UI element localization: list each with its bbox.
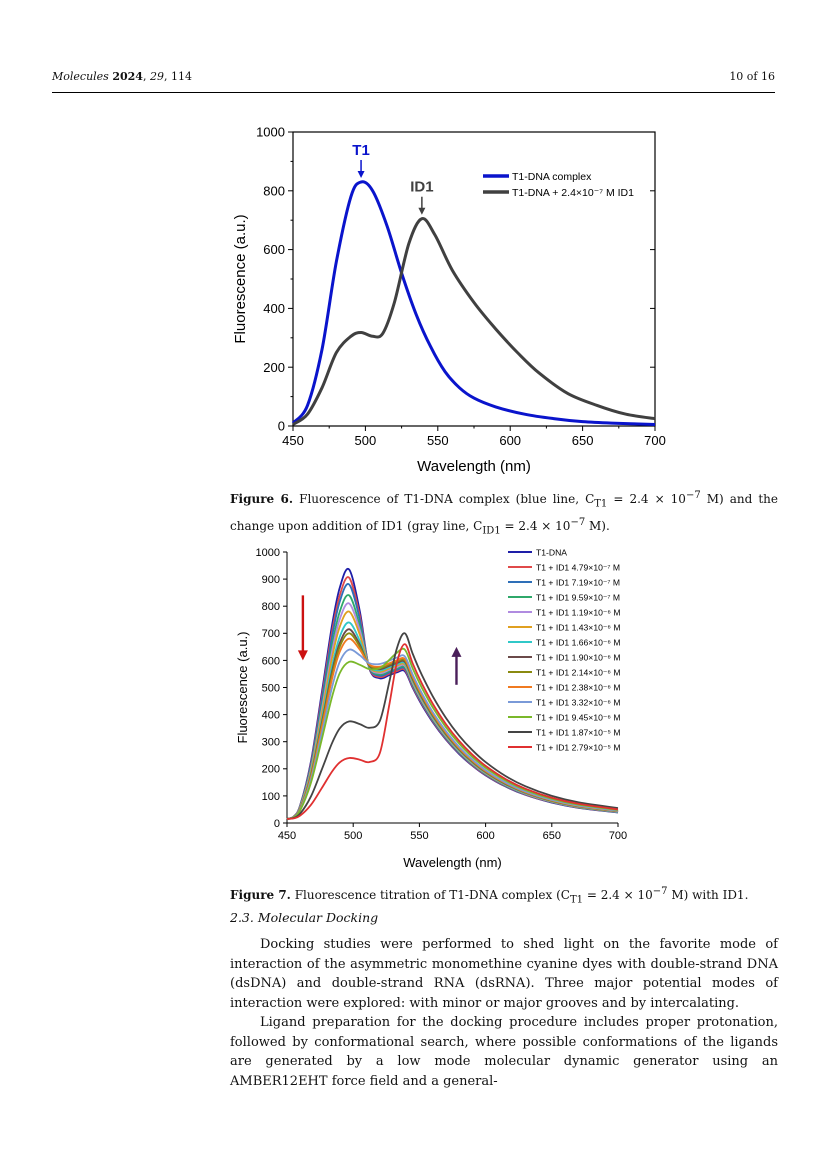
y-tick-label: 800	[263, 183, 285, 198]
legend-label: T1 + ID1 9.59×10⁻⁷ M	[536, 593, 620, 603]
legend-label: T1 + ID1 2.38×10⁻⁶ M	[536, 683, 621, 693]
arrow-up-head	[451, 646, 462, 657]
y-tick-label: 500	[262, 682, 280, 694]
y-tick-label: 0	[274, 818, 280, 830]
x-tick-label: 500	[344, 830, 362, 842]
y-tick-label: 900	[262, 574, 280, 586]
series-line-1	[291, 180, 656, 426]
y-tick-label: 700	[262, 628, 280, 640]
page-number: 10 of 16	[729, 70, 775, 83]
legend-label: T1 + ID1 4.79×10⁻⁷ M	[536, 563, 620, 573]
x-tick-label: 500	[355, 433, 377, 448]
paragraph: Ligand preparation for the docking proce…	[230, 1015, 778, 1089]
peak-arrow-head	[418, 207, 426, 215]
titration-line-11	[286, 648, 619, 820]
titration-line-13	[286, 632, 619, 820]
x-tick-label: 650	[572, 433, 594, 448]
legend-label: T1 + ID1 3.32×10⁻⁶ M	[536, 698, 621, 708]
x-tick-label: 600	[476, 830, 494, 842]
y-tick-label: 800	[262, 601, 280, 613]
y-tick-label: 1000	[256, 125, 285, 140]
x-tick-label: 550	[427, 433, 449, 448]
y-tick-label: 200	[263, 360, 285, 375]
journal-citation: Molecules 2024, 29, 114	[52, 70, 192, 83]
legend-label: T1 + ID1 7.19×10⁻⁷ M	[536, 578, 620, 588]
legend-label: T1-DNA + 2.4×10⁻⁷ M ID1	[512, 187, 634, 199]
y-tick-label: 600	[262, 655, 280, 667]
x-tick-label: 550	[410, 830, 428, 842]
peak-annotation-label: T1	[352, 142, 370, 159]
titration-line-14	[286, 643, 619, 820]
y-tick-label: 200	[262, 764, 280, 776]
legend-label: T1 + ID1 2.79×10⁻⁵ M	[536, 743, 621, 753]
figure-6-caption: Figure 6. Fluorescence of T1-DNA complex…	[230, 490, 778, 537]
legend-label: T1 + ID1 9.45×10⁻⁶ M	[536, 713, 621, 723]
peak-arrow-head	[357, 170, 365, 178]
legend-label: T1 + ID1 1.87×10⁻⁵ M	[536, 728, 621, 738]
header-rule	[52, 92, 775, 93]
series-line-2	[292, 217, 656, 426]
y-tick-label: 1000	[256, 547, 280, 559]
y-tick-label: 400	[262, 709, 280, 721]
legend-label: T1 + ID1 1.19×10⁻⁶ M	[536, 608, 621, 618]
paragraph: Docking studies were performed to shed l…	[230, 937, 778, 1011]
y-tick-label: 600	[263, 242, 285, 257]
legend-label: T1 + ID1 2.14×10⁻⁶ M	[536, 668, 621, 678]
y-tick-label: 300	[262, 737, 280, 749]
y-axis-label: Fluorescence (a.u.)	[232, 214, 249, 343]
peak-annotation-label: ID1	[410, 179, 433, 196]
legend-label: T1 + ID1 1.66×10⁻⁶ M	[536, 638, 621, 648]
x-tick-label: 700	[644, 433, 666, 448]
legend-label: T1-DNA complex	[512, 171, 592, 183]
legend-label: T1 + ID1 1.90×10⁻⁶ M	[536, 653, 621, 663]
section-heading: 2.3. Molecular Docking	[230, 910, 379, 925]
legend-label: T1-DNA	[536, 548, 567, 558]
y-tick-label: 0	[278, 419, 285, 434]
x-tick-label: 450	[278, 830, 296, 842]
legend-label: T1 + ID1 1.43×10⁻⁶ M	[536, 623, 621, 633]
x-tick-label: 600	[499, 433, 521, 448]
y-tick-label: 400	[263, 301, 285, 316]
x-tick-label: 700	[609, 830, 627, 842]
y-axis-label: Fluorescence (a.u.)	[235, 632, 250, 744]
arrow-down-head	[297, 650, 308, 661]
x-tick-label: 650	[543, 830, 561, 842]
x-axis-label: Wavelength (nm)	[403, 855, 502, 870]
x-axis-label: Wavelength (nm)	[417, 458, 531, 475]
y-tick-label: 100	[262, 791, 280, 803]
figure-7-caption: Figure 7. Fluorescence titration of T1-D…	[230, 886, 749, 906]
figure-6-chart: 450 500 550 600 650 700 0 200 400 600 800 1000 Wavel…	[232, 125, 666, 475]
x-tick-label: 450	[282, 433, 304, 448]
page-header: Molecules 2024, 29, 114 10 of 16	[52, 70, 775, 90]
plot-frame	[292, 131, 656, 427]
figure-7-chart: 450 500 550 600 650 700 0 100 200 300 400 500 600 700…	[235, 547, 627, 870]
